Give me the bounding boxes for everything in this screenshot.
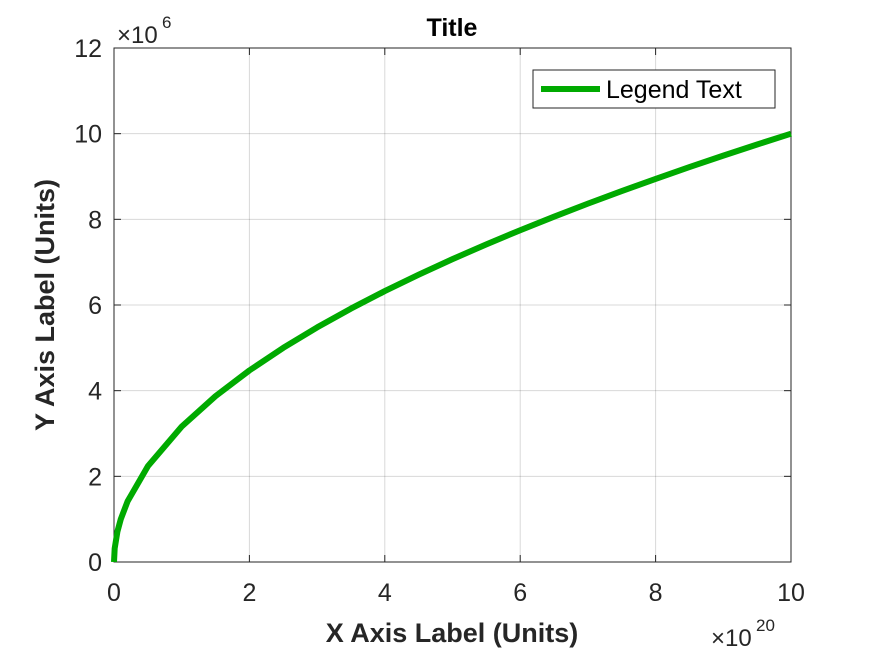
y-tick-label: 10 bbox=[74, 121, 102, 149]
tick-labels: 0 2 4 6 8 10 0 2 4 6 8 10 12 bbox=[74, 35, 805, 607]
x-multiplier-base: ×10 bbox=[711, 625, 752, 652]
y-tick-label: 0 bbox=[88, 549, 102, 577]
y-axis-multiplier: ×10 6 bbox=[117, 13, 171, 49]
x-tick-label: 4 bbox=[378, 579, 392, 607]
x-tick-label: 10 bbox=[777, 579, 805, 607]
y-tick-label: 4 bbox=[88, 378, 102, 406]
y-axis-label: Y Axis Label (Units) bbox=[30, 179, 60, 431]
legend-label: Legend Text bbox=[606, 76, 742, 104]
plot-background bbox=[114, 48, 791, 562]
y-multiplier-base: ×10 bbox=[117, 22, 158, 49]
y-tick-label: 8 bbox=[88, 206, 102, 234]
series-layer bbox=[111, 130, 792, 563]
grid-lines bbox=[114, 48, 791, 562]
x-tick-label: 0 bbox=[107, 579, 121, 607]
chart-title: Title bbox=[427, 14, 478, 42]
y-multiplier-exponent: 6 bbox=[162, 13, 171, 32]
x-axis-multiplier: ×10 20 bbox=[711, 616, 775, 652]
x-tick-label: 2 bbox=[242, 579, 256, 607]
y-tick-label: 6 bbox=[88, 292, 102, 320]
x-axis-label: X Axis Label (Units) bbox=[326, 618, 579, 648]
legend: Legend Text bbox=[532, 69, 776, 109]
x-tick-label: 6 bbox=[513, 579, 527, 607]
y-tick-label: 2 bbox=[88, 463, 102, 491]
y-tick-label: 12 bbox=[74, 35, 102, 63]
series-line bbox=[111, 130, 792, 563]
x-multiplier-exponent: 20 bbox=[756, 616, 775, 635]
x-tick-label: 8 bbox=[649, 579, 663, 607]
